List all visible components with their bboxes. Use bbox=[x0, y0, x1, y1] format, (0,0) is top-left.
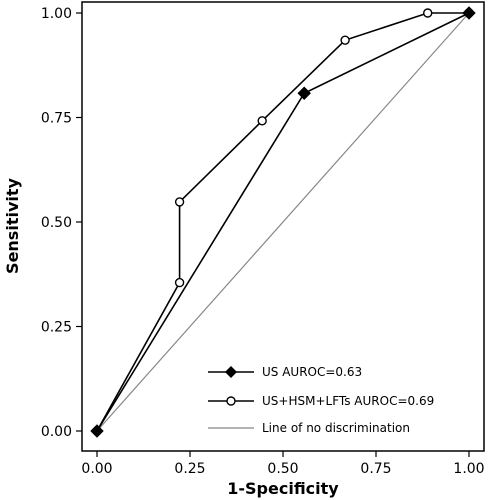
x-tick-label: 1.00 bbox=[453, 461, 484, 477]
circle-point bbox=[423, 8, 433, 18]
y-axis-title: Sensitivity bbox=[3, 177, 22, 273]
y-tick-label: 0.50 bbox=[41, 215, 72, 231]
legend-circle-marker bbox=[226, 396, 236, 406]
series-line-2 bbox=[96, 12, 470, 432]
x-tick-label: 0.50 bbox=[267, 461, 298, 477]
x-axis-title: 1-Specificity bbox=[227, 479, 339, 498]
circle-point bbox=[257, 116, 267, 126]
circle-point bbox=[174, 197, 185, 207]
x-tick-label: 0.00 bbox=[81, 461, 112, 477]
circle-point bbox=[174, 277, 185, 288]
y-tick-label: 0.75 bbox=[41, 111, 72, 127]
legend-label: US AUROC=0.63 bbox=[262, 365, 362, 379]
x-tick-label: 0.25 bbox=[174, 461, 205, 477]
diamond-point bbox=[90, 424, 104, 438]
diamond-point bbox=[462, 6, 476, 20]
legend-diamond-marker bbox=[225, 366, 237, 378]
y-tick-label: 1.00 bbox=[41, 6, 72, 22]
plot-frame bbox=[81, 1, 485, 452]
circle-point bbox=[340, 35, 350, 45]
legend-label: US+HSM+LFTs AUROC=0.69 bbox=[262, 394, 434, 408]
x-axis: 0.00 0.25 0.50 0.75 1.00 bbox=[81, 451, 485, 477]
series-layer bbox=[90, 6, 476, 438]
legend: US AUROC=0.63 US+HSM+LFTs AUROC=0.69 Line … bbox=[208, 365, 434, 435]
y-tick-label: 0.25 bbox=[41, 320, 72, 336]
x-tick-label: 0.75 bbox=[360, 461, 391, 477]
y-tick-label: 0.00 bbox=[41, 424, 72, 440]
diamond-point bbox=[297, 86, 311, 100]
legend-label: Line of no discrimination bbox=[262, 421, 410, 435]
y-axis: 0.00 0.25 0.50 0.75 1.00 bbox=[41, 6, 82, 440]
